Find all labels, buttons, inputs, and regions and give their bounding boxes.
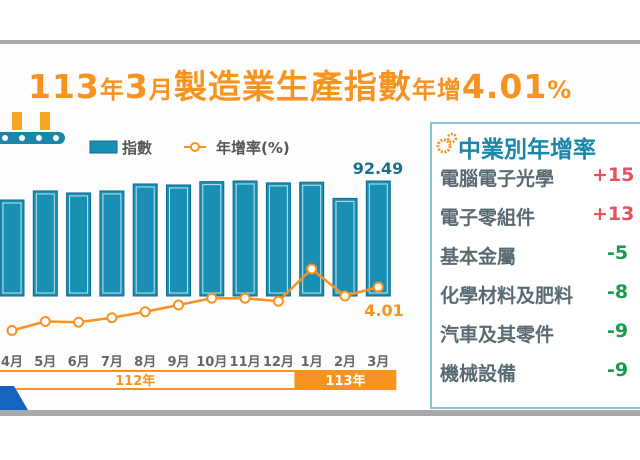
x-tick-label: 8月 — [134, 355, 156, 370]
industry-row-value: -8 — [607, 281, 629, 303]
legend-line-icon — [184, 142, 206, 152]
conveyor-icon — [0, 112, 65, 144]
legend-line-label: 年增率(%) — [216, 139, 290, 157]
industry-row-label: 電腦電子光學 — [440, 168, 555, 190]
x-tick-label: 4月 — [1, 355, 23, 370]
growth-point-9 — [306, 263, 318, 275]
title-pct: % — [547, 76, 573, 104]
gears-icon — [436, 132, 458, 154]
x-tick-label: 7月 — [101, 355, 123, 370]
corner-triangle — [0, 386, 28, 410]
bar-2 — [66, 192, 92, 297]
x-tick-label: 1月 — [301, 355, 323, 370]
bar-inner-2 — [69, 195, 89, 294]
bar-10 — [332, 197, 358, 297]
bar-inner-3 — [102, 193, 122, 294]
bar-inner-9 — [302, 184, 322, 294]
title-value: 4.01 — [461, 67, 548, 106]
bar-inner-11 — [368, 183, 388, 294]
title-month: 3 — [124, 67, 149, 106]
title-suffix: 年增 — [411, 76, 462, 104]
bar-inner-0 — [2, 202, 22, 294]
growth-point-6 — [206, 292, 218, 304]
bar-7 — [232, 180, 258, 297]
growth-point-7 — [239, 292, 251, 304]
x-tick-label: 6月 — [68, 355, 90, 370]
growth-point-3 — [106, 312, 118, 324]
industry-row-label: 化學材料及肥料 — [440, 285, 574, 307]
x-tick-label: 10月 — [196, 355, 227, 370]
bar-11 — [365, 180, 391, 297]
growth-point-5 — [173, 299, 184, 311]
bar-inner-8 — [268, 185, 288, 294]
bar-3 — [99, 190, 125, 297]
growth-point-2 — [73, 316, 85, 328]
x-tick-label: 2月 — [334, 355, 356, 370]
growth-point-10 — [339, 290, 351, 302]
industry-row-label: 電子零組件 — [440, 207, 536, 229]
bar-8 — [265, 182, 291, 297]
bar-4 — [132, 183, 158, 297]
bar-1 — [32, 190, 58, 297]
x-tick-label: 12月 — [263, 355, 294, 370]
x-tick-label: 11月 — [230, 355, 261, 370]
growth-point-8 — [272, 295, 284, 307]
industry-row-value: -9 — [607, 320, 629, 342]
industry-row-label: 基本金屬 — [440, 246, 517, 268]
line-data-label: 4.01 — [364, 301, 403, 320]
bar-5 — [166, 184, 191, 297]
industry-row-label: 機械設備 — [440, 363, 517, 385]
bar-6 — [199, 181, 225, 297]
bar-data-label: 92.49 — [353, 159, 404, 178]
legend-bar-label: 指數 — [122, 139, 152, 157]
industry-row-value: +15 — [592, 164, 635, 186]
growth-point-1 — [39, 316, 51, 328]
title-year-unit: 年 — [99, 76, 125, 104]
year-label: 113年 — [325, 373, 365, 389]
year-band-1 — [294, 370, 397, 390]
panel-title: 中業別年增率 — [458, 137, 596, 163]
year-label: 112年 — [115, 373, 155, 389]
page-title: 113年3月製造業生產指數年增4.01% — [28, 60, 572, 108]
growth-point-4 — [139, 306, 151, 318]
title-month-unit: 月 — [148, 76, 174, 104]
title-year: 113 — [28, 67, 100, 106]
legend-bar-icon — [89, 140, 118, 154]
title-main: 製造業生產指數 — [173, 67, 412, 106]
growth-line — [11, 267, 379, 332]
growth-point-11 — [372, 281, 384, 293]
industry-row-value: -5 — [607, 242, 629, 264]
industry-row-value: -9 — [607, 359, 629, 381]
bar-inner-5 — [169, 187, 188, 294]
growth-point-0 — [6, 325, 18, 337]
industry-row-label: 汽車及其零件 — [440, 324, 555, 346]
bar-9 — [299, 181, 325, 297]
industry-row-value: +13 — [592, 203, 635, 225]
chart: 指數 年增率(%) 92.49 4.01 4月 5月 6月 7月 8月 9月 10月 11月 1… — [0, 112, 404, 410]
bar-inner-1 — [35, 193, 55, 294]
infographic: 113年3月製造業生產指數年增4.01% 指數 年增率(%) 92.49 4.0… — [0, 44, 640, 410]
x-tick-label: 9月 — [167, 355, 189, 370]
bottom-border — [0, 410, 640, 416]
top-border — [0, 40, 640, 44]
x-tick-label: 5月 — [34, 355, 56, 370]
industry-growth-panel: 中業別年增率 電腦電子光學 +15 電子零組件 +13 基本金屬 -5 化學材料及肥料 -8 汽… — [430, 122, 640, 409]
x-tick-label: 3月 — [367, 355, 389, 370]
bar-0 — [0, 199, 25, 297]
bar-inner-4 — [135, 186, 155, 294]
